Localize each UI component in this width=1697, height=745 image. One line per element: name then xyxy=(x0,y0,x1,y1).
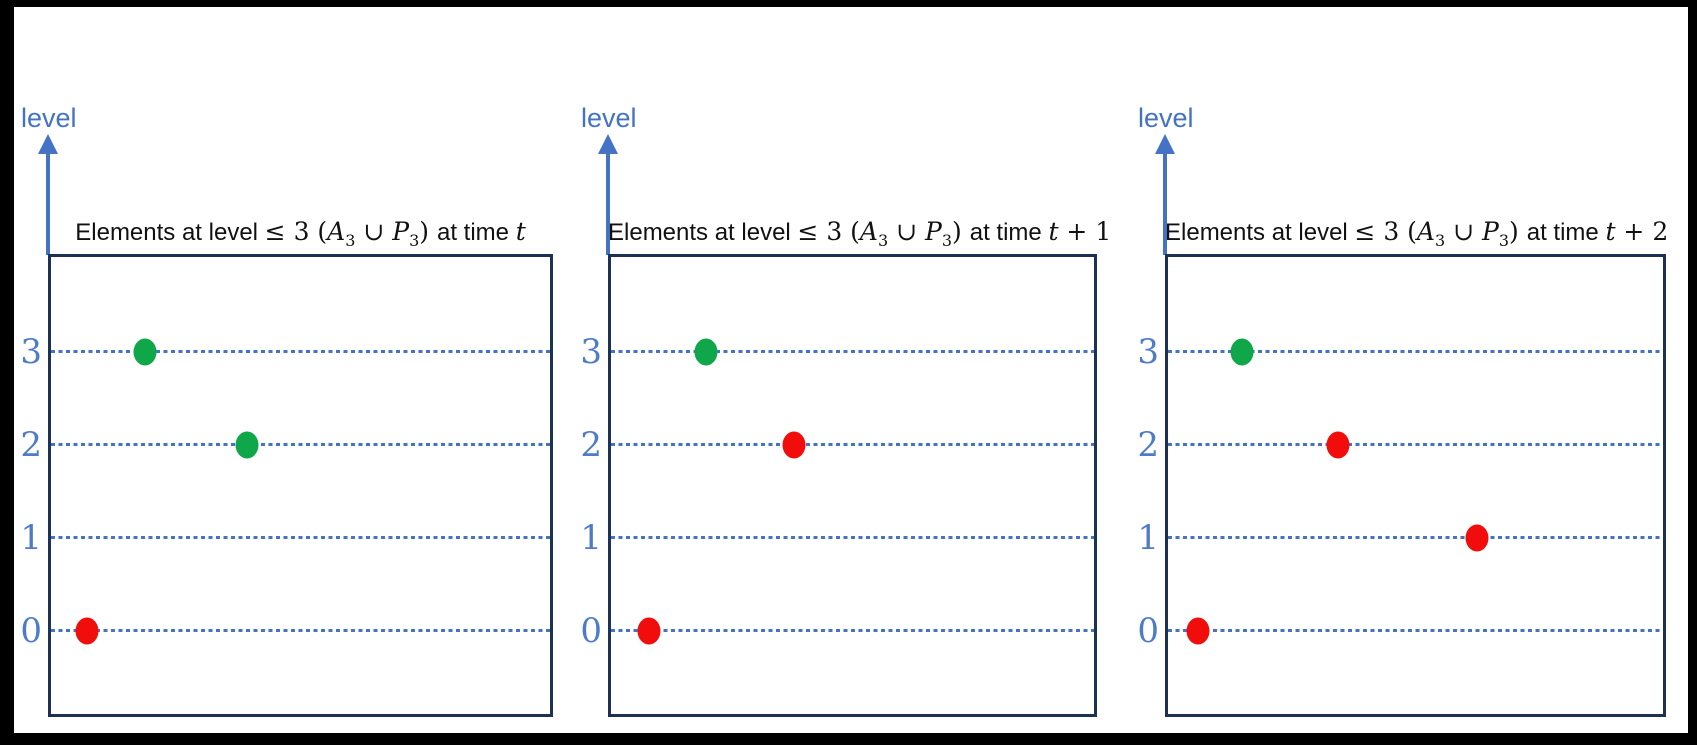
y-axis-label: level xyxy=(581,103,637,133)
level-gridline-0: 0 xyxy=(580,612,1094,650)
red-dot-level-0 xyxy=(637,617,661,644)
title-var-A: A xyxy=(327,217,346,246)
plot-box-3: 3 2 1 0 xyxy=(1137,254,1666,717)
title-text: at time xyxy=(1526,219,1606,246)
title-text: at time xyxy=(436,219,516,246)
title-var-A: A xyxy=(859,217,878,246)
up-arrow-icon xyxy=(38,134,58,154)
red-dot-level-0 xyxy=(1186,617,1210,644)
green-dot-level-3 xyxy=(133,338,157,365)
tick-label-2: 2 xyxy=(580,425,602,465)
level-gridline-0: 0 xyxy=(20,612,550,650)
title-math: ) xyxy=(1509,217,1527,246)
y-axis-label: level xyxy=(21,103,77,133)
title-var-t: t xyxy=(1605,217,1616,246)
plot-title: Elements at level ≤ 3 (A3 ∪ P3) at time … xyxy=(48,217,553,256)
y-axis-line xyxy=(46,152,50,255)
title-offset: + 2 xyxy=(1615,217,1669,246)
level-gridline-0: 0 xyxy=(1137,612,1663,650)
title-math: ) xyxy=(952,217,970,246)
level-gridline-2: 2 xyxy=(1137,426,1663,464)
level-gridline-2: 2 xyxy=(580,426,1094,464)
panel-time-t: level Elements at level ≤ 3 (A3 ∪ P3) at… xyxy=(20,0,553,745)
plot-box-2: 3 2 1 0 xyxy=(580,254,1097,717)
title-sub: 3 xyxy=(1498,231,1510,250)
title-sub: 3 xyxy=(409,231,420,250)
level-gridline-2: 2 xyxy=(20,426,550,464)
tick-label-3: 3 xyxy=(580,332,602,372)
level-gridline-3: 3 xyxy=(20,333,550,371)
title-text: Elements at level xyxy=(1165,219,1355,246)
y-axis-line xyxy=(606,152,610,255)
union-symbol: ∪ xyxy=(888,217,926,246)
tick-label-1: 1 xyxy=(20,518,42,558)
tick-label-0: 0 xyxy=(20,611,42,651)
title-var-P: P xyxy=(392,217,410,246)
title-math: ) xyxy=(419,217,437,246)
union-symbol: ∪ xyxy=(355,217,393,246)
title-sub: 3 xyxy=(877,231,889,250)
level-gridline-1: 1 xyxy=(20,519,550,557)
title-offset: + 1 xyxy=(1058,217,1112,246)
title-text: at time xyxy=(969,219,1049,246)
level-gridline-1: 1 xyxy=(580,519,1094,557)
green-dot-level-2 xyxy=(235,431,259,458)
green-dot-level-3 xyxy=(694,338,718,365)
union-symbol: ∪ xyxy=(1445,217,1483,246)
title-sub: 3 xyxy=(345,231,356,250)
tick-label-3: 3 xyxy=(20,332,42,372)
title-sub: 3 xyxy=(1434,231,1446,250)
level-gridline-1: 1 xyxy=(1137,519,1663,557)
red-dot-level-0 xyxy=(75,617,99,644)
panel-time-t-plus-2: level Elements at level ≤ 3 (A3 ∪ P3) at… xyxy=(1137,0,1669,745)
tick-label-1: 1 xyxy=(1137,518,1159,558)
red-dot-level-2 xyxy=(782,431,806,458)
tick-label-0: 0 xyxy=(1137,611,1159,651)
level-gridline-3: 3 xyxy=(580,333,1094,371)
tick-label-2: 2 xyxy=(20,425,42,465)
title-text: Elements at level xyxy=(75,219,265,246)
title-math: ≤ 3 ( xyxy=(264,217,328,246)
title-math: ≤ 3 ( xyxy=(1354,217,1417,246)
level-gridline-3: 3 xyxy=(1137,333,1663,371)
red-dot-level-1 xyxy=(1465,524,1489,551)
y-axis-line xyxy=(1163,152,1167,255)
title-var-P: P xyxy=(1482,217,1499,246)
title-var-A: A xyxy=(1416,217,1435,246)
title-var-t: t xyxy=(1048,217,1059,246)
up-arrow-icon xyxy=(598,134,618,154)
plot-box-1: 3 2 1 0 xyxy=(20,254,553,717)
title-math: ≤ 3 ( xyxy=(797,217,860,246)
y-axis-label: level xyxy=(1138,103,1194,133)
tick-label-3: 3 xyxy=(1137,332,1159,372)
tick-label-2: 2 xyxy=(1137,425,1159,465)
green-dot-level-3 xyxy=(1230,338,1254,365)
title-text: Elements at level xyxy=(608,219,798,246)
title-sub: 3 xyxy=(941,231,953,250)
red-dot-level-2 xyxy=(1326,431,1350,458)
tick-label-0: 0 xyxy=(580,611,602,651)
panel-time-t-plus-1: level Elements at level ≤ 3 (A3 ∪ P3) at… xyxy=(580,0,1111,745)
up-arrow-icon xyxy=(1155,134,1175,154)
title-var-P: P xyxy=(925,217,942,246)
tick-label-1: 1 xyxy=(580,518,602,558)
title-var-t: t xyxy=(515,217,526,246)
plot-title: Elements at level ≤ 3 (A3 ∪ P3) at time … xyxy=(1165,217,1669,256)
plot-title: Elements at level ≤ 3 (A3 ∪ P3) at time … xyxy=(608,217,1111,256)
